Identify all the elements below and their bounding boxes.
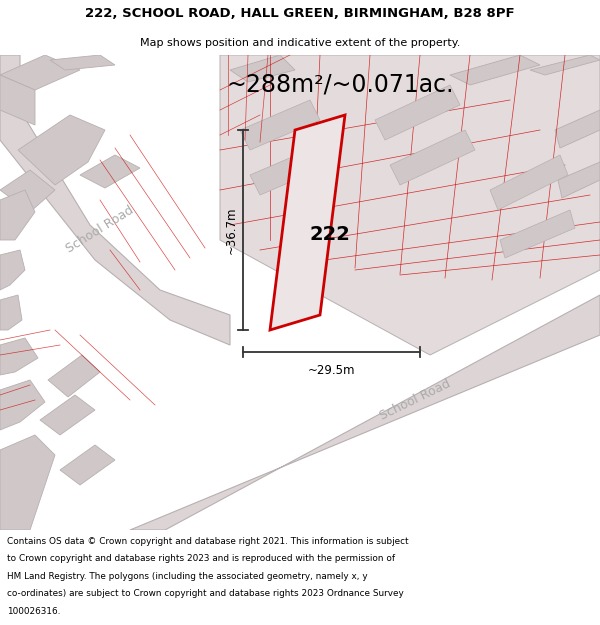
Text: 222: 222 xyxy=(310,226,350,244)
Polygon shape xyxy=(490,155,568,210)
Text: Contains OS data © Crown copyright and database right 2021. This information is : Contains OS data © Crown copyright and d… xyxy=(7,537,409,546)
Text: School Road: School Road xyxy=(64,204,136,256)
Polygon shape xyxy=(0,75,35,125)
Polygon shape xyxy=(0,55,80,90)
Polygon shape xyxy=(230,55,295,82)
Text: ~36.7m: ~36.7m xyxy=(224,206,238,254)
Polygon shape xyxy=(450,55,540,85)
Polygon shape xyxy=(80,155,140,188)
Text: 222, SCHOOL ROAD, HALL GREEN, BIRMINGHAM, B28 8PF: 222, SCHOOL ROAD, HALL GREEN, BIRMINGHAM… xyxy=(85,8,515,20)
Text: to Crown copyright and database rights 2023 and is reproduced with the permissio: to Crown copyright and database rights 2… xyxy=(7,554,395,563)
Text: School Road: School Road xyxy=(377,378,452,423)
Polygon shape xyxy=(48,355,100,397)
Polygon shape xyxy=(220,55,600,355)
Text: HM Land Registry. The polygons (including the associated geometry, namely x, y: HM Land Registry. The polygons (includin… xyxy=(7,572,368,581)
Polygon shape xyxy=(270,115,345,330)
Polygon shape xyxy=(390,130,475,185)
Polygon shape xyxy=(0,338,38,375)
Polygon shape xyxy=(0,295,22,330)
Polygon shape xyxy=(558,162,600,198)
Polygon shape xyxy=(250,145,330,195)
Polygon shape xyxy=(0,190,35,240)
Text: ~29.5m: ~29.5m xyxy=(308,364,355,376)
Polygon shape xyxy=(18,115,105,185)
Polygon shape xyxy=(0,250,25,290)
Polygon shape xyxy=(240,100,320,150)
Text: ~288m²/~0.071ac.: ~288m²/~0.071ac. xyxy=(226,73,454,97)
Polygon shape xyxy=(0,435,55,530)
Polygon shape xyxy=(0,170,55,212)
Polygon shape xyxy=(375,85,460,140)
Text: 100026316.: 100026316. xyxy=(7,607,61,616)
Polygon shape xyxy=(130,295,600,530)
Text: co-ordinates) are subject to Crown copyright and database rights 2023 Ordnance S: co-ordinates) are subject to Crown copyr… xyxy=(7,589,404,598)
Polygon shape xyxy=(555,110,600,148)
Polygon shape xyxy=(0,380,45,430)
Polygon shape xyxy=(500,210,575,258)
Polygon shape xyxy=(40,395,95,435)
Polygon shape xyxy=(530,55,600,75)
Polygon shape xyxy=(0,55,230,345)
Polygon shape xyxy=(50,55,115,70)
Text: Map shows position and indicative extent of the property.: Map shows position and indicative extent… xyxy=(140,38,460,48)
Polygon shape xyxy=(60,445,115,485)
